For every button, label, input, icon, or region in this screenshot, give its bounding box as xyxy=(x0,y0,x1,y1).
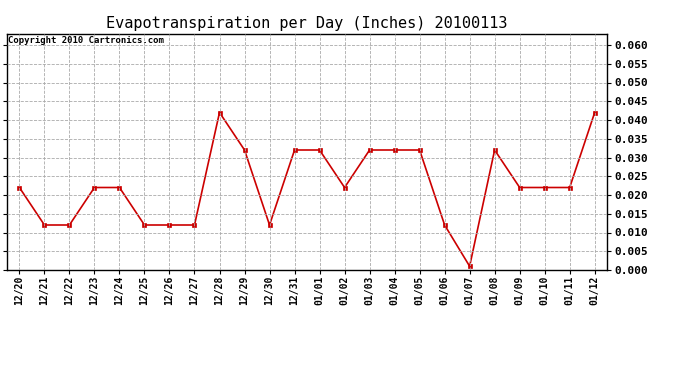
Title: Evapotranspiration per Day (Inches) 20100113: Evapotranspiration per Day (Inches) 2010… xyxy=(106,16,508,31)
Text: Copyright 2010 Cartronics.com: Copyright 2010 Cartronics.com xyxy=(8,36,164,45)
